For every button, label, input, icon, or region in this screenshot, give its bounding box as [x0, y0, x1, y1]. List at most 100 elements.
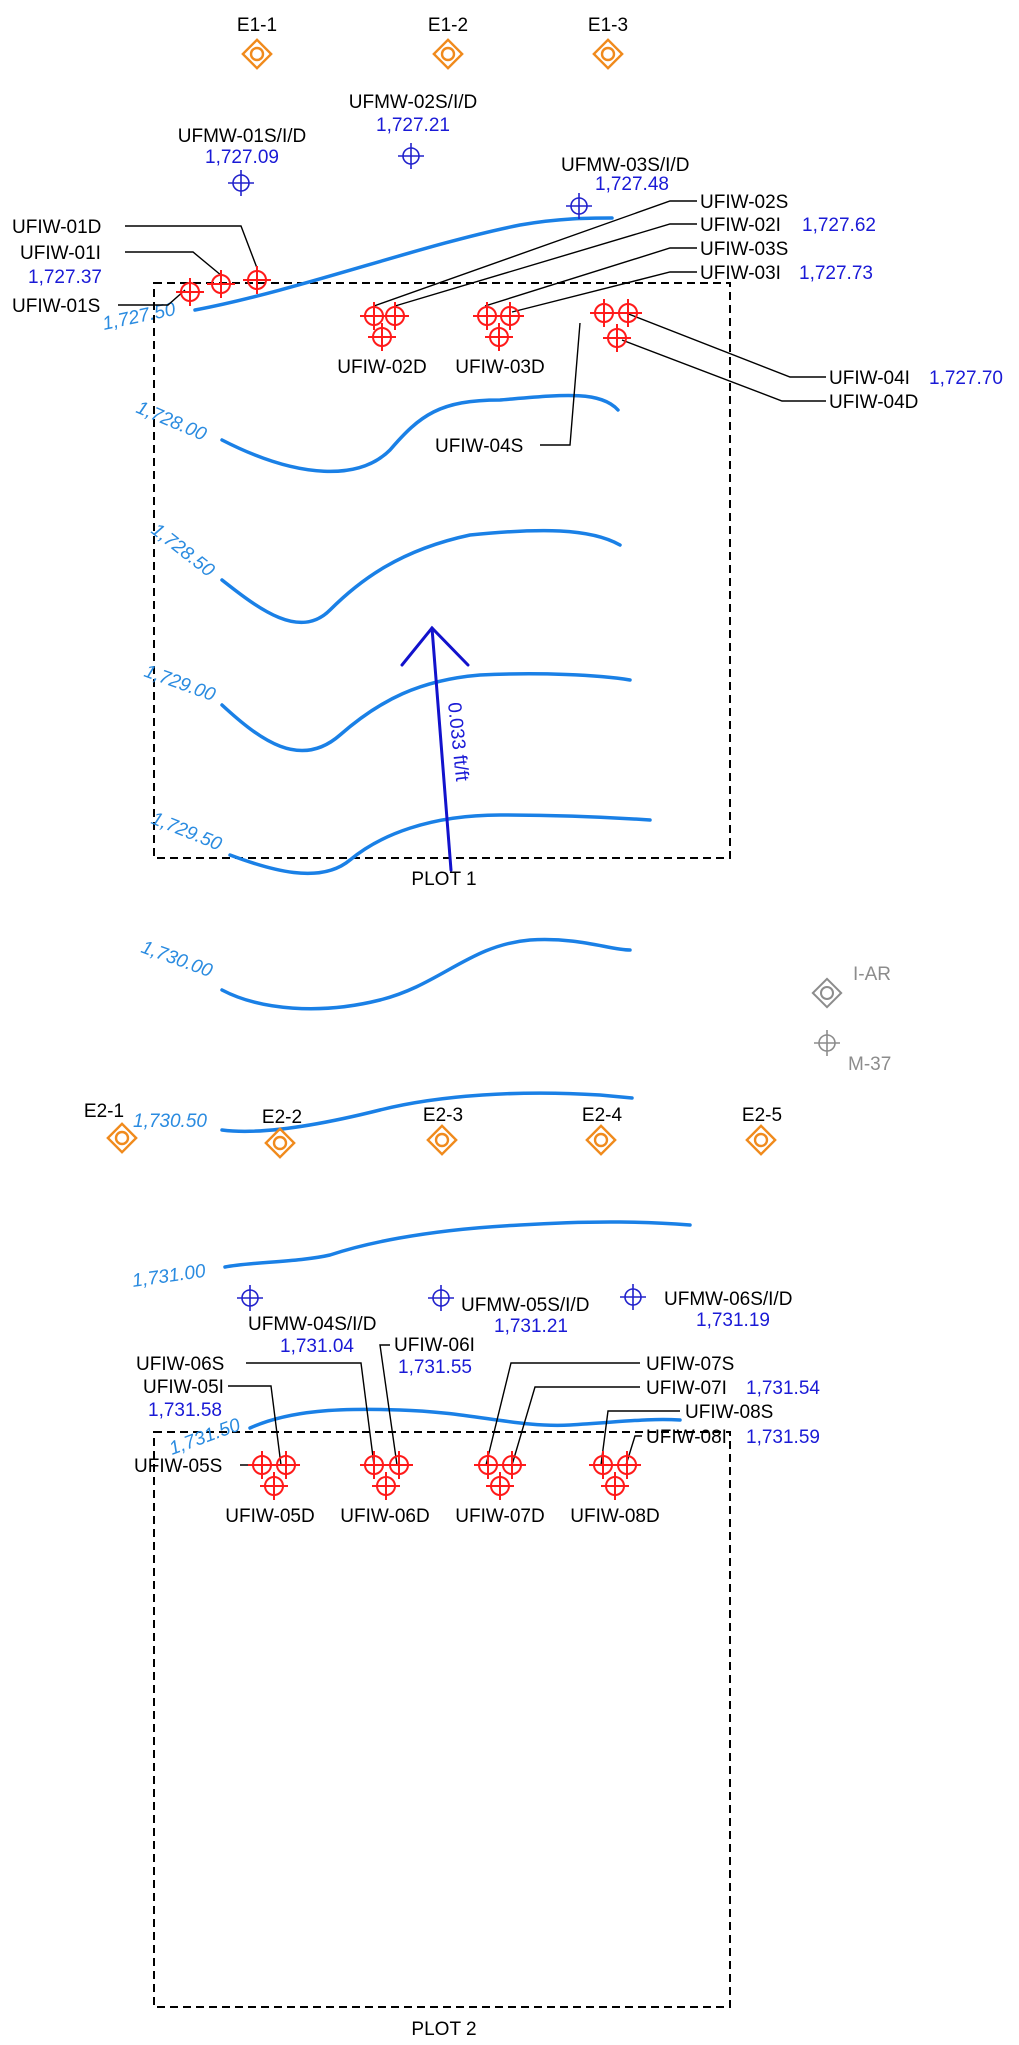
injection-well-ufiw-06i-icon	[384, 1450, 414, 1480]
well-value-ufmw-01: 1,727.09	[205, 147, 279, 168]
injection-well-ufiw-01d-icon	[242, 265, 272, 295]
extraction-well-e2-4-icon	[585, 1124, 617, 1156]
injection-well-ufiw-08s-icon	[588, 1450, 618, 1480]
monitoring-well-ufmw-06-icon	[619, 1283, 647, 1311]
injection-well-ufiw-07s-icon	[473, 1450, 503, 1480]
leader-ufiw-04s	[540, 322, 581, 446]
contour-label-1730-50: 1,730.50	[133, 1111, 207, 1132]
well-label-ufiw-02s: UFIW-02S	[700, 192, 788, 213]
well-label-ufiw-03s: UFIW-03S	[700, 239, 788, 260]
plot-2-label: PLOT 2	[411, 2019, 476, 2040]
leader-ufiw-07i	[511, 1386, 640, 1466]
monitoring-well-ufmw-04-icon	[236, 1284, 264, 1312]
extraction-well-e2-3-icon	[426, 1124, 458, 1156]
well-label-ufmw-03: UFMW-03S/I/D	[561, 155, 689, 176]
well-value-ufiw-02i: 1,727.62	[802, 215, 876, 236]
leader-ufiw-01d	[125, 225, 258, 269]
contour-line-1731-00	[223, 1220, 692, 1269]
injection-well-ufiw-05s-icon	[247, 1450, 277, 1480]
injection-well-ufiw-08i-icon	[612, 1450, 642, 1480]
well-value-ufmw-05: 1,731.21	[494, 1316, 568, 1337]
contour-line-1728-50	[220, 528, 622, 624]
injection-well-ufiw-06d-icon	[371, 1471, 401, 1501]
well-label-ufiw-05i: UFIW-05I	[143, 1377, 224, 1398]
well-label-ufiw-05d: UFIW-05D	[225, 1506, 314, 1527]
well-label-m-37: M-37	[848, 1054, 891, 1075]
well-label-e1-3: E1-3	[588, 15, 628, 36]
gradient-label: 0.033 ft/ft	[443, 701, 472, 783]
injection-well-ufiw-08d-icon	[600, 1471, 630, 1501]
well-value-ufiw-07i: 1,731.54	[746, 1378, 820, 1399]
leader-ufiw-06s	[246, 1362, 375, 1466]
leader-ufiw-02s	[373, 200, 697, 307]
well-m-37-icon	[813, 1029, 841, 1057]
well-label-i-ar: I-AR	[853, 964, 891, 985]
leader-ufiw-04d	[621, 339, 826, 402]
well-label-ufmw-06: UFMW-06S/I/D	[664, 1289, 792, 1310]
injection-well-ufiw-03i-icon	[495, 301, 525, 331]
plot-1-label: PLOT 1	[411, 869, 476, 890]
contour-label-1729-50: 1,729.50	[148, 808, 225, 855]
injection-well-ufiw-05d-icon	[259, 1471, 289, 1501]
leader-ufiw-08s	[600, 1410, 680, 1466]
well-label-ufmw-05: UFMW-05S/I/D	[461, 1295, 589, 1316]
well-value-ufiw-05i: 1,731.58	[148, 1400, 222, 1421]
well-label-e1-1: E1-1	[237, 15, 277, 36]
well-value-ufmw-03: 1,727.48	[595, 174, 669, 195]
well-label-ufiw-08i: UFIW-08I	[646, 1427, 727, 1448]
well-label-ufiw-01s: UFIW-01S	[12, 296, 100, 317]
well-label-ufiw-07s: UFIW-07S	[646, 1354, 734, 1375]
injection-well-ufiw-04i-icon	[613, 298, 643, 328]
contour-label-1729-00: 1,729.00	[141, 661, 218, 706]
leader-ufiw-06i	[379, 1344, 398, 1466]
contour-line-1727-50	[193, 216, 614, 312]
well-label-ufiw-06i: UFIW-06I	[394, 1335, 475, 1356]
extraction-well-e2-2-icon	[264, 1127, 296, 1159]
leader-ufiw-04i	[625, 312, 826, 378]
well-label-e2-3: E2-3	[423, 1105, 463, 1126]
well-label-ufmw-01: UFMW-01S/I/D	[178, 126, 306, 147]
well-value-ufiw-06i: 1,731.55	[398, 1357, 472, 1378]
well-label-ufiw-07i: UFIW-07I	[646, 1378, 727, 1399]
well-value-ufiw-01i: 1,727.37	[28, 267, 102, 288]
well-label-ufiw-04s: UFIW-04S	[435, 436, 523, 457]
well-value-ufiw-08i: 1,731.59	[746, 1427, 820, 1448]
leader-ufiw-01i	[125, 251, 223, 277]
extraction-well-e1-1-icon	[241, 38, 273, 70]
gradient-arrow	[400, 625, 470, 872]
well-value-ufmw-02: 1,727.21	[376, 115, 450, 136]
well-label-ufmw-04: UFMW-04S/I/D	[248, 1314, 376, 1335]
well-label-ufiw-06s: UFIW-06S	[136, 1354, 224, 1375]
contour-line-1730-50	[220, 1091, 634, 1134]
plot-1-boundary	[153, 282, 731, 859]
well-label-ufiw-02d: UFIW-02D	[337, 357, 426, 378]
leader-ufiw-07s	[485, 1362, 640, 1466]
injection-well-ufiw-02i-icon	[380, 301, 410, 331]
extraction-well-e2-5-icon	[745, 1124, 777, 1156]
well-label-ufiw-07d: UFIW-07D	[455, 1506, 544, 1527]
well-label-ufiw-03d: UFIW-03D	[455, 357, 544, 378]
well-label-ufmw-02: UFMW-02S/I/D	[349, 92, 477, 113]
contour-label-1731-00: 1,731.00	[131, 1261, 208, 1292]
leader-ufiw-05i	[228, 1385, 282, 1466]
well-label-ufiw-04d: UFIW-04D	[829, 392, 918, 413]
well-label-ufiw-01i: UFIW-01I	[20, 243, 101, 264]
contour-label-1728-00: 1,728.00	[133, 397, 210, 445]
well-value-ufmw-06: 1,731.19	[696, 1310, 770, 1331]
injection-well-ufiw-07i-icon	[497, 1450, 527, 1480]
monitoring-well-ufmw-05-icon	[427, 1284, 455, 1312]
monitoring-well-ufmw-03-icon	[565, 192, 593, 220]
injection-well-ufiw-05i-icon	[271, 1450, 301, 1480]
extraction-well-e1-2-icon	[432, 38, 464, 70]
well-label-ufiw-03i: UFIW-03I	[700, 263, 781, 284]
contour-line-1728-00	[220, 393, 620, 474]
contour-label-1728-50: 1,728.50	[147, 519, 219, 581]
well-value-ufmw-04: 1,731.04	[280, 1336, 354, 1357]
contour-line-1729-00	[220, 672, 632, 753]
well-label-ufiw-05s: UFIW-05S	[134, 1456, 222, 1477]
injection-well-ufiw-01i-icon	[206, 269, 236, 299]
injection-well-ufiw-04d-icon	[602, 323, 632, 353]
monitoring-well-ufmw-02-icon	[397, 142, 425, 170]
contour-label-1731-50: 1,731.50	[167, 1415, 244, 1460]
